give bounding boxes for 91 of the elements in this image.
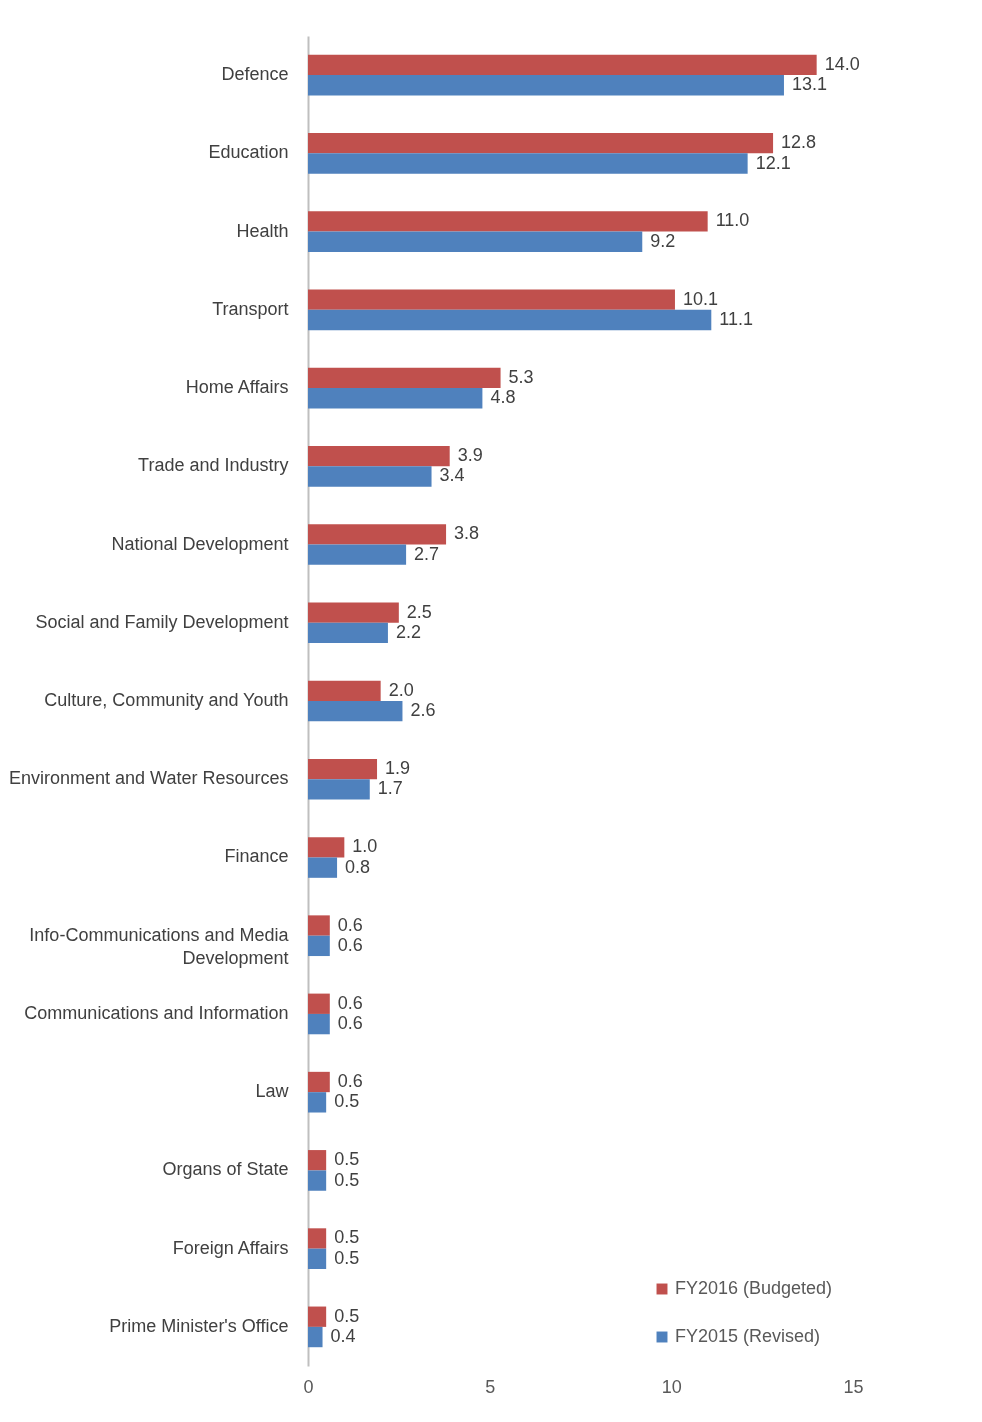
bar (308, 1170, 327, 1191)
bar (308, 779, 370, 800)
y-tick-label: Environment and Water Resources (9, 768, 289, 789)
bar (308, 1326, 323, 1348)
data-label: 3.4 (439, 465, 465, 486)
x-tick-label: 0 (303, 1376, 314, 1397)
data-label: 0.5 (334, 1091, 360, 1112)
bar (308, 935, 330, 957)
data-label: 2.2 (395, 621, 421, 642)
bar (308, 544, 407, 565)
data-label: 0.6 (337, 1013, 363, 1034)
y-tick-label: Communications and Information (24, 1002, 289, 1023)
bar (308, 993, 330, 1014)
bar (308, 75, 784, 96)
data-label: 0.5 (334, 1169, 360, 1190)
y-tick-label: Finance (224, 846, 289, 867)
bar (308, 701, 403, 722)
data-label: 0.8 (345, 856, 371, 877)
y-tick-label: Info-Communications and Media Development (29, 924, 290, 968)
data-label: 14.0 (824, 53, 860, 74)
data-label: 4.8 (490, 387, 516, 408)
x-tick-label: 10 (661, 1376, 682, 1397)
bar (308, 54, 817, 76)
data-label: 0.6 (337, 934, 363, 955)
y-tick-label: Organs of State (162, 1159, 289, 1180)
data-label: 2.6 (410, 700, 436, 721)
data-label: 0.5 (334, 1227, 360, 1248)
bar (308, 289, 675, 310)
data-label: 0.5 (334, 1305, 360, 1326)
y-tick-label: Trade and Industry (138, 455, 289, 476)
data-label: 1.9 (385, 758, 411, 779)
bar (308, 602, 399, 623)
bar (308, 1228, 327, 1249)
data-label: 0.5 (334, 1149, 360, 1170)
bar (308, 153, 748, 174)
bar (308, 367, 501, 389)
data-label: 10.1 (682, 288, 719, 309)
bar (308, 857, 338, 878)
y-tick-label: Prime Minister's Office (109, 1315, 289, 1336)
bar (308, 1071, 330, 1093)
bar (308, 915, 330, 936)
data-label: 0.5 (334, 1247, 360, 1268)
bar (308, 837, 345, 858)
bar (308, 231, 643, 252)
data-label: 0.6 (337, 914, 363, 935)
data-label: 2.0 (388, 679, 414, 700)
data-label: 9.2 (650, 230, 676, 251)
bar (308, 445, 450, 467)
data-label: 3.8 (454, 523, 480, 544)
data-label: 5.3 (508, 366, 534, 387)
data-label: 0.6 (337, 992, 363, 1013)
bar (308, 680, 381, 701)
data-label: 3.9 (457, 445, 483, 466)
x-tick-label: 15 (843, 1376, 864, 1397)
bar (308, 758, 378, 780)
legend-label: FY2016 (Budgeted) (675, 1278, 833, 1298)
bar (308, 309, 712, 331)
data-label: 0.4 (330, 1326, 356, 1347)
y-tick-label: Education (208, 142, 289, 163)
y-tick-label: Transport (212, 298, 289, 319)
data-label: 0.6 (337, 1071, 363, 1092)
bar (308, 1013, 330, 1035)
y-tick-label: National Development (111, 533, 289, 554)
y-tick-label: Defence (221, 64, 289, 85)
y-tick-label: Social and Family Development (35, 611, 289, 632)
bar (308, 388, 483, 409)
y-tick-label: Foreign Affairs (172, 1237, 289, 1258)
data-label: 2.7 (414, 543, 440, 564)
x-tick-label: 5 (485, 1376, 496, 1397)
legend-label: FY2015 (Revised) (675, 1326, 821, 1346)
y-tick-label: Home Affairs (185, 377, 289, 398)
bar (308, 211, 708, 232)
data-label: 2.5 (406, 601, 432, 622)
bar (308, 1150, 327, 1171)
bar (308, 1092, 327, 1113)
data-label: 12.8 (781, 132, 817, 153)
y-tick-label: Health (236, 220, 289, 241)
data-label: 13.1 (791, 74, 828, 95)
bar (308, 524, 447, 545)
data-label: 11.1 (719, 308, 753, 329)
y-tick-label: Law (255, 1081, 290, 1102)
data-label: 11.0 (715, 210, 750, 231)
data-label: 1.7 (377, 778, 403, 799)
bar (308, 622, 388, 644)
bar (308, 133, 774, 154)
data-label: 1.0 (352, 836, 378, 857)
bar (308, 466, 432, 487)
data-label: 12.1 (755, 152, 791, 173)
bar (308, 1306, 327, 1327)
bar (308, 1248, 327, 1269)
y-tick-label: Culture, Community and Youth (44, 690, 289, 710)
